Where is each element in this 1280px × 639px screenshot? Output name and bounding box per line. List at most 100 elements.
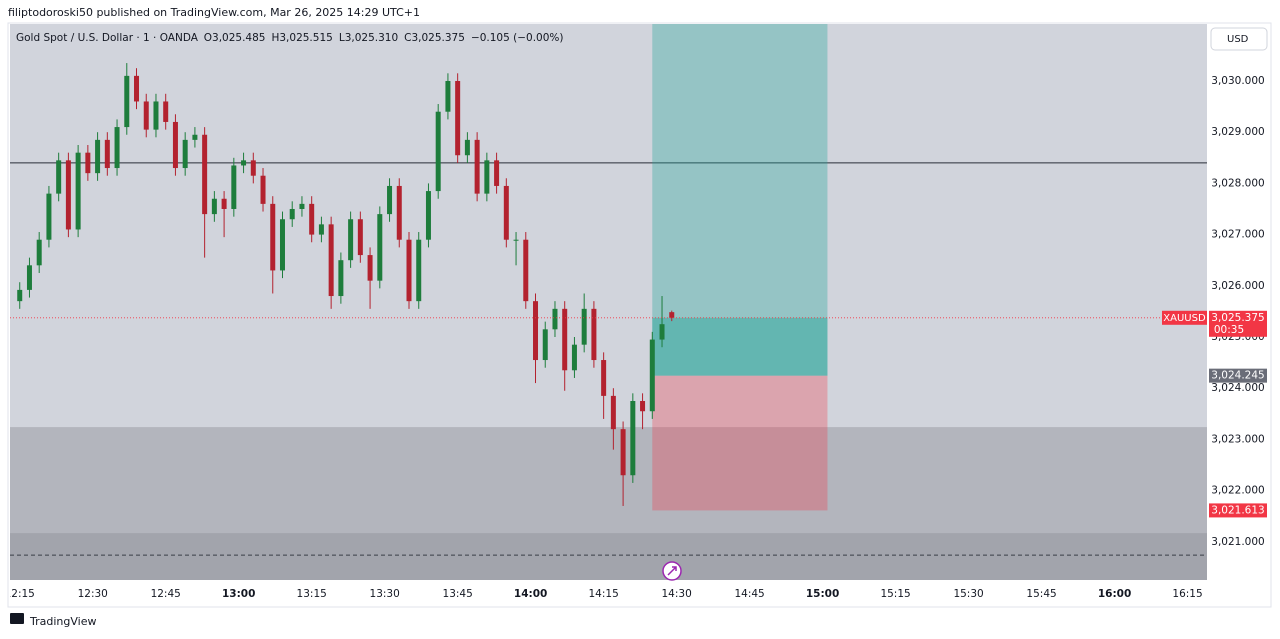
candle-body <box>202 134 208 215</box>
candle-body <box>318 224 324 235</box>
x-tick-label: 12:30 <box>78 588 108 600</box>
candle-body <box>338 260 344 297</box>
candle-body <box>620 429 626 476</box>
x-tick-label: 16:00 <box>1098 588 1131 600</box>
x-tick-label: 15:30 <box>953 588 983 600</box>
candle-body <box>387 185 393 215</box>
legend-name: Gold Spot / U.S. Dollar · 1 · OANDA <box>16 32 199 44</box>
chart-layer: 3,021.0003,022.0003,023.0003,024.0003,02… <box>5 24 1270 606</box>
x-tick-label: 14:45 <box>734 588 764 600</box>
candle-body <box>533 301 539 361</box>
candle-body <box>289 208 295 220</box>
candle-body <box>377 214 383 281</box>
y-tick-label: 3,024.000 <box>1211 382 1264 394</box>
x-tick-label: 14:00 <box>514 588 547 600</box>
last-price-tag <box>1209 310 1267 337</box>
open-profit <box>652 317 828 376</box>
x-tick-label: 12:15 <box>5 588 35 600</box>
time-axis <box>10 580 1207 606</box>
candle-body <box>143 101 149 130</box>
x-tick-label: 15:45 <box>1026 588 1056 600</box>
x-tick-label: 12:45 <box>151 588 181 600</box>
legend-items: O3,025.485 H3,025.515 L3,025.310 C3,025.375… <box>204 32 564 44</box>
x-tick-label: 13:30 <box>370 588 400 600</box>
target-zone <box>652 24 828 376</box>
y-tick-label: 3,027.000 <box>1211 229 1264 241</box>
candle-body <box>474 139 480 194</box>
candle-body <box>36 239 42 266</box>
candle-body <box>75 152 81 230</box>
stop-tag <box>1209 503 1267 518</box>
candle-body <box>542 329 548 361</box>
candle-body <box>65 160 71 230</box>
candle-body <box>299 203 305 209</box>
symbol-tag <box>1162 310 1207 325</box>
last-price-label: 3,025.375 <box>1211 312 1264 324</box>
candle-body <box>464 139 470 156</box>
candle-body <box>231 165 237 209</box>
y-tick-label: 3,021.000 <box>1211 536 1264 548</box>
candle-body <box>630 400 636 476</box>
event-icon-glyph <box>667 566 677 576</box>
candle-body <box>445 80 451 112</box>
candle-body <box>455 80 461 156</box>
candle-body <box>153 101 159 130</box>
candle-body <box>279 219 285 271</box>
candle-body <box>367 255 373 281</box>
symbol-label: XAUUSD <box>1163 313 1206 324</box>
candle-body <box>659 324 665 340</box>
legend-key: C <box>404 32 411 44</box>
candle-body <box>357 219 363 256</box>
y-tick-label: 3,029.000 <box>1211 126 1264 138</box>
entry-tag <box>1209 368 1267 383</box>
candle-body <box>649 339 655 412</box>
stop-zone <box>652 375 828 511</box>
currency-button[interactable] <box>1210 27 1268 51</box>
x-tick-label: 16:15 <box>1172 588 1202 600</box>
candle-body <box>250 160 256 176</box>
candle-body <box>221 198 227 209</box>
candle-body <box>26 265 32 290</box>
candle-body <box>260 175 266 204</box>
candle-body <box>192 134 198 140</box>
legend-key: H <box>271 32 279 44</box>
candle-body <box>640 400 646 412</box>
candle-body <box>95 139 101 174</box>
x-tick-label: 13:15 <box>297 588 327 600</box>
candle-body <box>46 193 52 240</box>
candle-body <box>348 219 354 261</box>
y-tick-label: 3,026.000 <box>1211 280 1264 292</box>
y-tick-label: 3,028.000 <box>1211 177 1264 189</box>
x-tick-label: 13:00 <box>222 588 255 600</box>
candle-body <box>241 160 247 166</box>
zone <box>10 533 1207 580</box>
footer: TradingView <box>29 615 96 628</box>
candle-body <box>610 395 616 430</box>
y-tick-label: 3,022.000 <box>1211 485 1264 497</box>
candle-body <box>134 75 140 102</box>
candle-body <box>56 160 62 194</box>
y-tick-label: 3,023.000 <box>1211 433 1264 445</box>
candle-body <box>571 344 577 371</box>
x-tick-label: 13:45 <box>443 588 473 600</box>
countdown: 00:35 <box>1214 324 1244 336</box>
x-tick-label: 15:15 <box>880 588 910 600</box>
candle-body <box>114 127 120 169</box>
tv-logo <box>10 613 24 624</box>
candle-body <box>104 139 110 169</box>
x-tick-label: 14:30 <box>661 588 691 600</box>
candle-body <box>425 191 431 240</box>
candle-body <box>211 198 217 215</box>
legend-key: O <box>204 32 212 44</box>
candle-body <box>416 239 422 302</box>
candle-body <box>17 289 23 302</box>
candle-body <box>396 185 402 240</box>
x-tick-label: 14:15 <box>589 588 619 600</box>
candle-body <box>406 239 412 302</box>
y-tick-label: 3,030.000 <box>1211 75 1264 87</box>
candle-body <box>328 224 334 297</box>
entry-label: 3,024.245 <box>1211 370 1264 382</box>
legend: Gold Spot / U.S. Dollar · 1 · OANDA O3,02… <box>16 32 563 44</box>
